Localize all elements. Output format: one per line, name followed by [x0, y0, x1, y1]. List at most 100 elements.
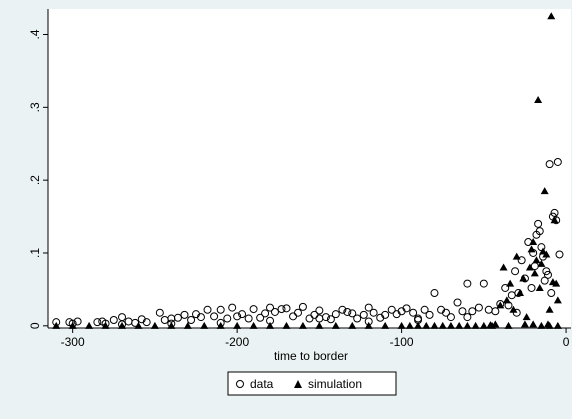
data-point-data — [468, 307, 477, 316]
data-point-data — [463, 313, 472, 322]
x-axis-title: time to border — [274, 349, 348, 363]
data-point-simulation — [381, 321, 390, 329]
data-point-simulation — [414, 321, 423, 329]
data-point-data — [420, 305, 429, 314]
legend-label-simulation: simulation — [308, 377, 362, 391]
data-point-data — [266, 303, 275, 312]
plot-area — [48, 9, 571, 328]
data-point-data — [109, 315, 118, 324]
data-point-simulation — [150, 321, 159, 329]
data-point-data — [331, 310, 340, 319]
data-point-simulation — [547, 12, 556, 20]
data-point-simulation — [85, 321, 94, 329]
data-point-simulation — [331, 321, 340, 329]
data-point-simulation — [463, 321, 472, 329]
data-point-data — [277, 305, 286, 314]
data-point-data — [402, 304, 411, 313]
data-point-data — [261, 309, 270, 318]
data-point-simulation — [266, 321, 275, 329]
data-point-simulation — [527, 245, 536, 253]
data-point-simulation — [471, 321, 480, 329]
data-point-simulation — [430, 321, 439, 329]
data-point-data — [338, 305, 347, 314]
data-point-data — [210, 312, 219, 321]
data-point-data — [458, 307, 467, 316]
data-point-data — [463, 279, 472, 288]
data-point-data — [511, 267, 520, 276]
data-point-simulation — [525, 263, 534, 271]
data-point-data — [359, 310, 368, 319]
data-point-simulation — [553, 321, 562, 329]
data-point-data — [223, 314, 232, 323]
x-tick-label: -300 — [61, 335, 85, 349]
data-point-data — [249, 305, 258, 314]
x-tick-label: 0 — [563, 335, 570, 349]
data-point-data — [180, 310, 189, 319]
data-point-simulation — [298, 321, 307, 329]
data-point-simulation — [118, 321, 127, 329]
data-point-simulation — [535, 283, 544, 291]
data-point-data — [238, 310, 247, 319]
data-point-data — [348, 309, 357, 318]
data-point-simulation — [545, 321, 554, 329]
data-point-data — [228, 303, 237, 312]
data-point-simulation — [167, 321, 176, 329]
data-point-data — [534, 219, 543, 228]
data-point-data — [545, 160, 554, 169]
data-point-simulation — [529, 238, 538, 246]
data-point-simulation — [509, 305, 518, 313]
legend-marker-simulation — [294, 380, 302, 388]
data-point-data — [474, 303, 483, 312]
data-point-simulation — [183, 321, 192, 329]
data-point-data — [203, 305, 212, 314]
data-point-data — [446, 313, 455, 322]
data-point-data — [244, 314, 253, 323]
data-point-simulation — [479, 321, 488, 329]
data-point-data — [187, 315, 196, 324]
data-point-data — [216, 305, 225, 314]
data-point-simulation — [364, 321, 373, 329]
data-point-data — [73, 317, 82, 326]
data-point-simulation — [519, 274, 528, 282]
data-point-simulation — [499, 263, 508, 271]
data-point-simulation — [446, 321, 455, 329]
data-point-simulation — [512, 252, 521, 260]
data-point-simulation — [522, 313, 531, 321]
data-point-data — [553, 157, 562, 166]
data-point-simulation — [516, 289, 525, 297]
data-point-simulation — [455, 321, 464, 329]
legend-box — [227, 371, 397, 396]
data-point-simulation — [397, 321, 406, 329]
legend: data simulation — [227, 371, 397, 396]
data-point-simulation — [534, 96, 543, 104]
data-point-data — [409, 308, 418, 317]
data-point-simulation — [537, 259, 546, 267]
data-point-simulation — [502, 296, 511, 304]
y-tick-label: .4 — [28, 29, 42, 39]
data-point-data — [282, 304, 291, 313]
data-point-simulation — [200, 321, 209, 329]
y-tick-label: 0 — [28, 322, 42, 329]
data-point-data — [501, 283, 510, 292]
data-point-simulation — [532, 256, 541, 264]
data-point-data — [425, 310, 434, 319]
data-point-data — [326, 315, 335, 324]
data-point-data — [547, 289, 556, 298]
data-point-data — [364, 303, 373, 312]
data-point-simulation — [315, 321, 324, 329]
data-point-data — [270, 307, 279, 316]
data-point-simulation — [101, 321, 110, 329]
data-point-data — [442, 308, 451, 317]
data-point-data — [353, 314, 362, 323]
legend-label-data: data — [250, 377, 274, 391]
y-tick-label: .1 — [28, 248, 42, 258]
data-point-data — [315, 306, 324, 315]
data-point-simulation — [488, 321, 497, 329]
data-point-data — [155, 308, 164, 317]
data-point-data — [387, 305, 396, 314]
data-point-data — [543, 270, 552, 279]
data-point-data — [535, 227, 544, 236]
data-point-simulation — [520, 320, 529, 328]
data-point-data — [369, 308, 378, 317]
data-point-data — [381, 310, 390, 319]
